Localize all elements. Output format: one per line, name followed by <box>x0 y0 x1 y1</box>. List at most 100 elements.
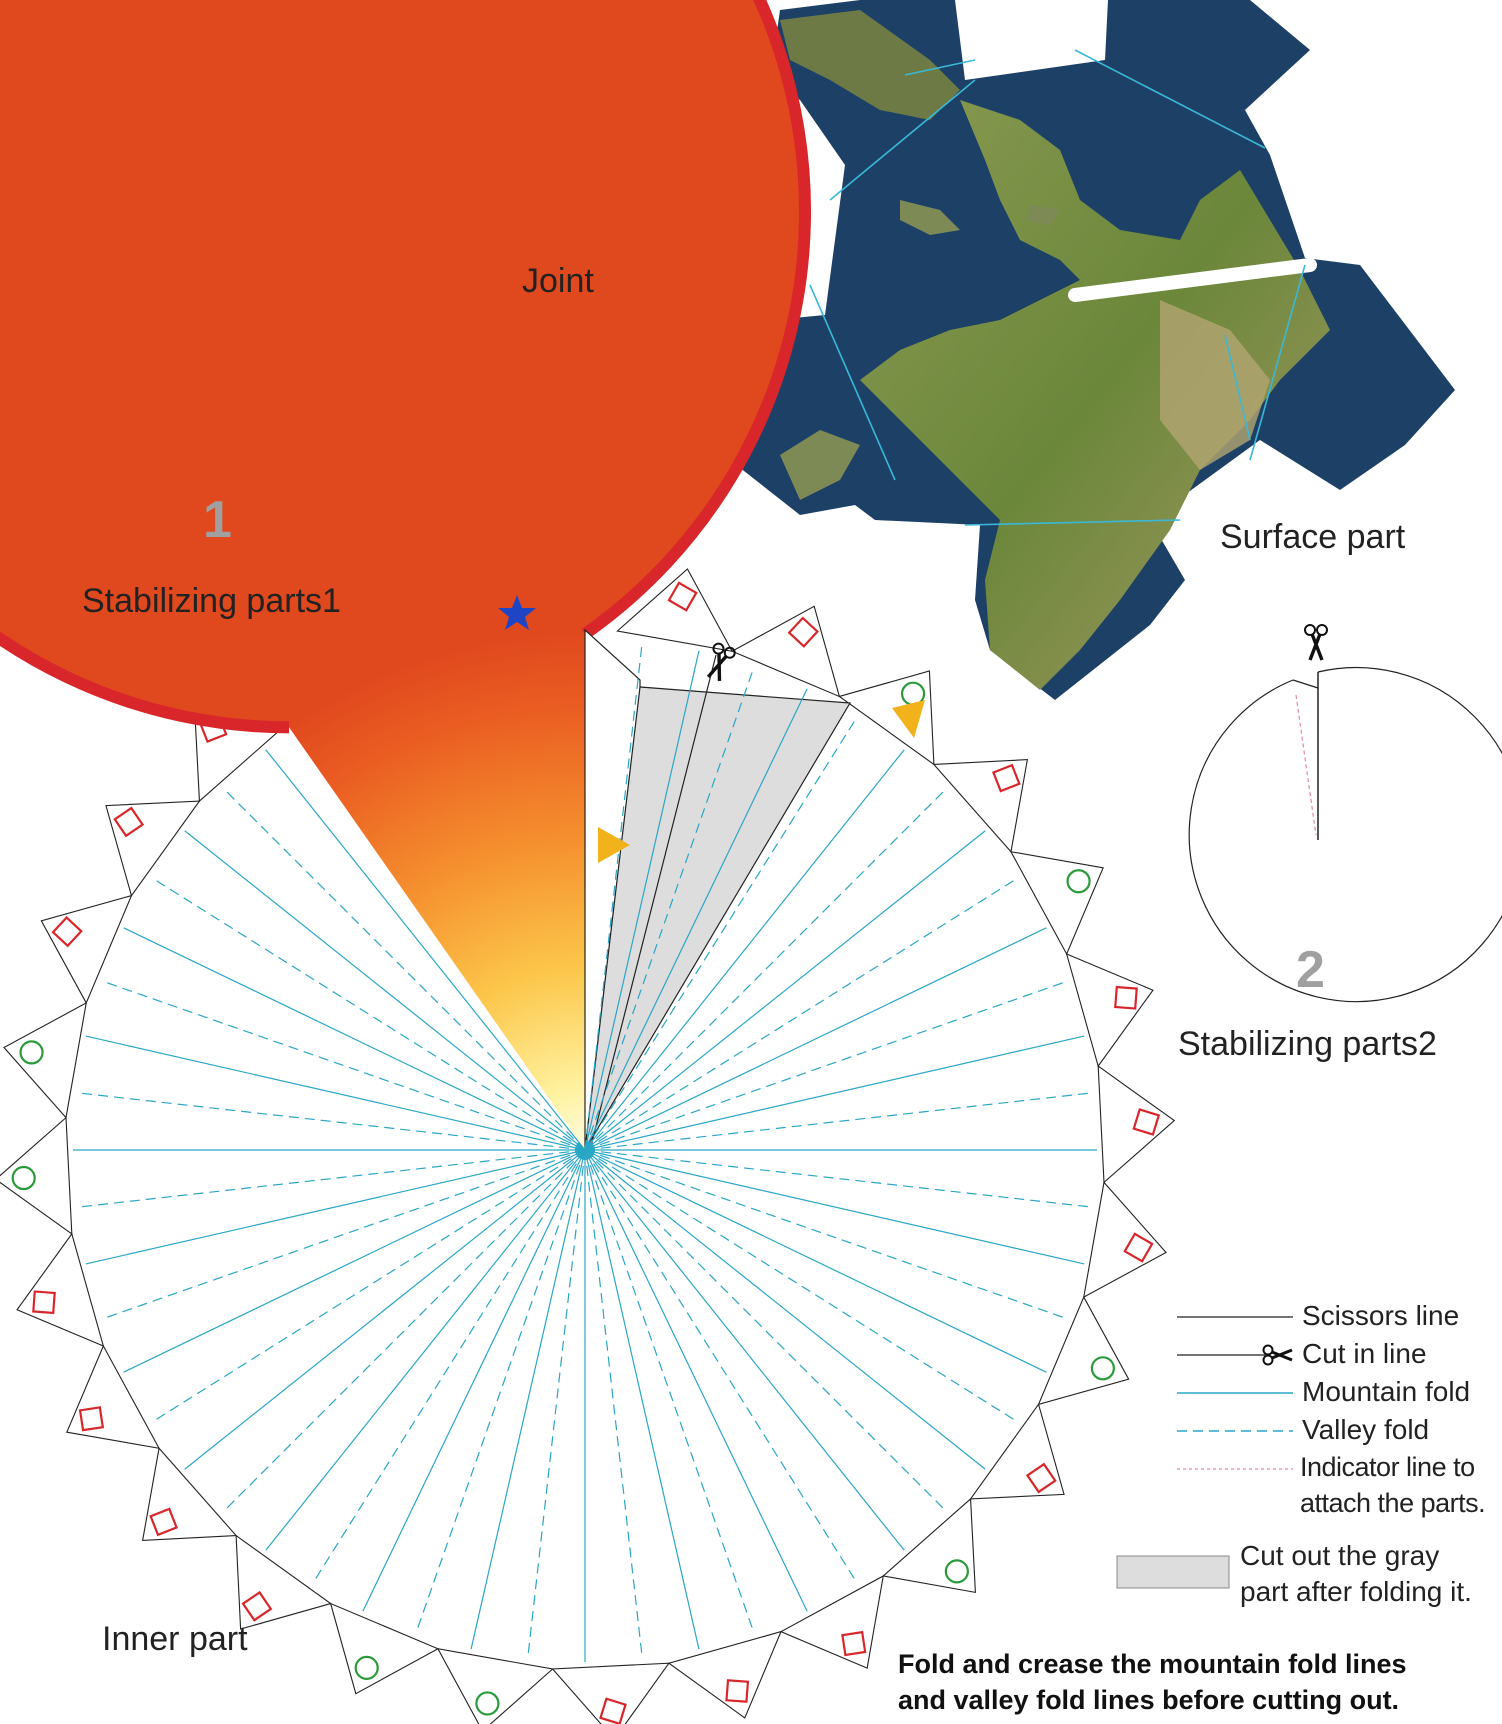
mountain-fold-line <box>584 927 1047 1151</box>
mountain-fold-line <box>470 1149 586 1650</box>
stabilizing2-label: Stabilizing parts2 <box>1178 1025 1437 1063</box>
valley-fold-line <box>584 1149 948 1513</box>
square-marker-icon <box>725 1679 750 1703</box>
valley-fold-line <box>151 1149 586 1423</box>
circle-marker-icon <box>944 1559 969 1584</box>
mountain-fold-line <box>584 1149 700 1650</box>
stabilizing1-number: 1 <box>203 491 232 549</box>
tab <box>16 1232 105 1347</box>
legend-gray-label-1: Cut out the gray <box>1240 1540 1440 1571</box>
mountain-fold-line <box>584 749 905 1151</box>
valley-fold-line <box>101 980 586 1151</box>
mountain-fold-line <box>584 1035 1085 1151</box>
square-marker-icon <box>1025 1462 1057 1494</box>
tab <box>0 1116 73 1236</box>
mountain-fold-line <box>85 1149 586 1265</box>
valley-fold-line <box>584 1149 643 1659</box>
square-marker-icon <box>149 1507 179 1537</box>
tab <box>235 1534 332 1630</box>
star-icon <box>498 595 536 630</box>
scissors-icon <box>706 642 736 681</box>
legend-indicator-label-1: Indicator line to <box>1300 1452 1475 1482</box>
joint-label: Joint <box>522 262 594 300</box>
mountain-fold-line <box>584 1149 1085 1265</box>
tab <box>779 1574 884 1669</box>
square-marker-icon <box>787 616 819 648</box>
valley-fold-line <box>76 1149 586 1208</box>
square-marker-icon <box>667 581 698 612</box>
stabilizing1-label: Stabilizing parts1 <box>82 582 341 620</box>
valley-fold-line <box>584 877 1019 1151</box>
tab <box>551 1662 671 1724</box>
gray-part <box>584 686 852 1151</box>
triangle-marker-icon <box>598 827 630 863</box>
mountain-fold-line <box>85 1035 586 1151</box>
square-marker-icon <box>1132 1108 1161 1136</box>
circle-marker-icon <box>354 1655 379 1680</box>
valley-fold-line <box>584 787 948 1151</box>
scissors-icon <box>1262 1344 1293 1366</box>
mountain-fold-line <box>184 830 586 1151</box>
valley-fold-line <box>584 1092 1094 1151</box>
square-marker-icon <box>32 1290 56 1315</box>
legend-valley-label: Valley fold <box>1302 1414 1430 1445</box>
inner-part-label: Inner part <box>102 1620 248 1658</box>
mountain-fold-line <box>584 1149 986 1470</box>
valley-fold-line <box>151 877 586 1151</box>
legend-indicator-label-2: attach the parts. <box>1300 1488 1486 1518</box>
square-marker-icon <box>51 916 83 948</box>
tab <box>141 1447 238 1541</box>
tab <box>838 670 935 766</box>
circle-marker-icon <box>11 1165 36 1191</box>
mountain-fold-line <box>123 927 586 1151</box>
tab <box>616 568 734 652</box>
fold-instruction-line-2: and valley fold lines before cutting out… <box>898 1685 1400 1715</box>
valley-fold-line <box>312 1149 586 1584</box>
tab <box>66 1344 161 1449</box>
valley-fold-line <box>415 1149 586 1634</box>
valley-fold-line <box>584 1149 1069 1320</box>
valley-fold-line <box>584 1149 755 1634</box>
tab <box>105 800 201 897</box>
valley-fold-line <box>222 1149 586 1513</box>
fold-instruction-line-1: Fold and crease the mountain fold lines <box>898 1649 1407 1679</box>
valley-fold-line <box>584 980 1069 1151</box>
tab <box>969 1403 1065 1500</box>
fold-lines <box>73 641 1097 1662</box>
inner-part-disk <box>0 0 1097 1662</box>
mountain-fold-line <box>584 1149 808 1612</box>
surface-label: Surface part <box>1220 518 1406 556</box>
mountain-fold-line <box>265 749 586 1151</box>
square-marker-icon <box>991 763 1021 793</box>
legend-scissors-label: Scissors line <box>1302 1300 1460 1331</box>
square-marker-icon <box>599 1697 627 1724</box>
square-marker-icon <box>1123 1232 1154 1263</box>
square-marker-icon <box>1114 985 1138 1010</box>
legend-mountain-label: Mountain fold <box>1302 1376 1471 1407</box>
fold-instruction: Fold and crease the mountain fold lines … <box>898 1646 1407 1718</box>
tab <box>882 1497 976 1594</box>
tab <box>3 1001 87 1119</box>
square-marker-icon <box>241 1590 273 1622</box>
tab <box>1065 953 1154 1068</box>
legend-gray-swatch <box>1116 1555 1230 1589</box>
scissors-icon <box>1304 624 1328 661</box>
legend-cut-in-label: Cut in line <box>1302 1338 1427 1369</box>
circle-marker-icon <box>1090 1356 1115 1381</box>
tab <box>1083 1181 1167 1299</box>
mountain-fold-line <box>184 1149 586 1470</box>
circle-marker-icon <box>1066 869 1091 894</box>
valley-fold-line <box>527 1149 586 1659</box>
mountain-fold-line <box>584 688 808 1151</box>
valley-fold-line <box>584 716 858 1151</box>
valley-fold-line <box>584 1149 1019 1423</box>
tab <box>436 1648 554 1724</box>
tab <box>730 605 841 698</box>
valley-fold-line <box>584 666 755 1151</box>
mountain-fold-line <box>123 1149 586 1373</box>
valley-fold-line <box>584 1149 858 1584</box>
mountain-fold-line <box>584 1149 905 1551</box>
mountain-fold-line <box>584 650 700 1151</box>
stabilizing2-number: 2 <box>1296 941 1325 999</box>
